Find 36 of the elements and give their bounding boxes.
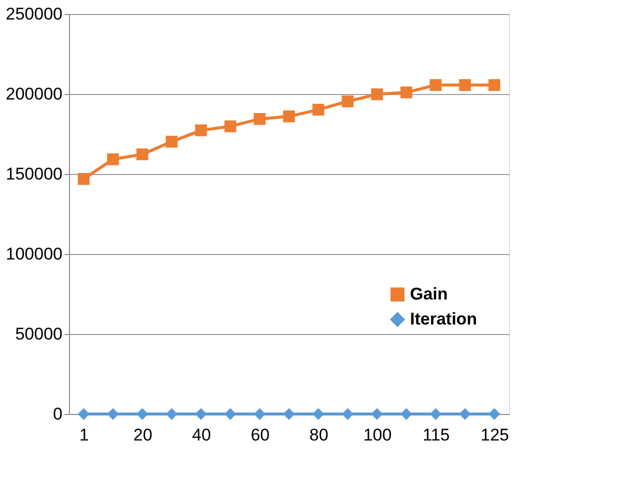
point xyxy=(224,120,236,132)
point xyxy=(312,104,324,116)
y-tick-label: 50000 xyxy=(15,324,62,344)
point xyxy=(107,408,119,420)
point xyxy=(371,408,383,420)
point xyxy=(136,148,148,160)
point xyxy=(254,113,266,125)
y-tick-label: 0 xyxy=(53,404,62,424)
point xyxy=(459,408,471,420)
point xyxy=(166,136,178,148)
y-tick-label: 200000 xyxy=(6,84,62,104)
point xyxy=(78,173,90,185)
point xyxy=(107,153,119,166)
x-tick-label: 100 xyxy=(363,426,392,444)
x-tick-label: 80 xyxy=(309,426,328,444)
x-tick-label: 40 xyxy=(192,426,211,444)
point xyxy=(459,79,471,91)
legend-label: Gain xyxy=(410,284,448,304)
point xyxy=(283,408,295,420)
point xyxy=(488,79,500,91)
y-tick-label: 150000 xyxy=(6,164,62,184)
y-tick-label: 100000 xyxy=(6,244,62,264)
point xyxy=(283,110,295,122)
point xyxy=(195,124,207,136)
x-tick-label: 60 xyxy=(250,426,270,444)
x-tick-label: 20 xyxy=(133,426,152,444)
point xyxy=(430,79,442,91)
x-tick-label: 1 xyxy=(79,426,89,444)
x-tick-label: 125 xyxy=(480,426,510,444)
point xyxy=(400,86,412,98)
y-tick-label: 250000 xyxy=(6,4,62,24)
x-tick-label: 115 xyxy=(422,426,450,444)
point xyxy=(371,88,383,100)
point xyxy=(195,408,207,420)
legend-label: Iteration xyxy=(410,310,478,328)
point xyxy=(342,95,354,108)
